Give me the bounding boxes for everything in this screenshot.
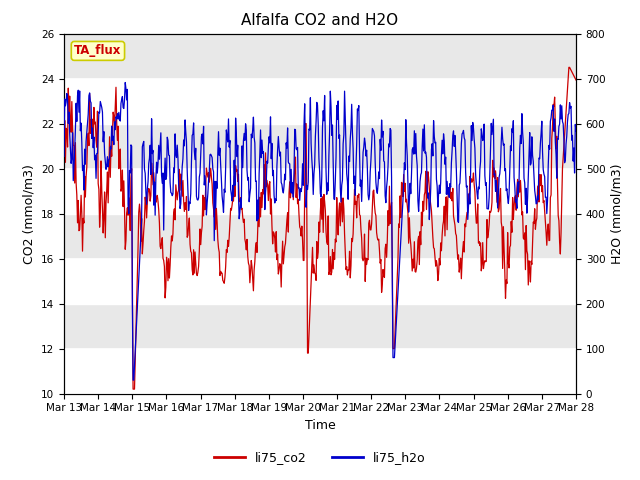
X-axis label: Time: Time	[305, 419, 335, 432]
Bar	[64, 348, 576, 394]
Bar	[64, 259, 576, 303]
Legend: li75_co2, li75_h2o: li75_co2, li75_h2o	[209, 446, 431, 469]
Title: Alfalfa CO2 and H2O: Alfalfa CO2 and H2O	[241, 13, 399, 28]
Y-axis label: H2O (mmol/m3): H2O (mmol/m3)	[611, 163, 624, 264]
Bar	[64, 79, 576, 123]
Bar	[64, 168, 576, 214]
Y-axis label: CO2 (mmol/m3): CO2 (mmol/m3)	[22, 164, 35, 264]
Text: TA_flux: TA_flux	[74, 44, 122, 58]
